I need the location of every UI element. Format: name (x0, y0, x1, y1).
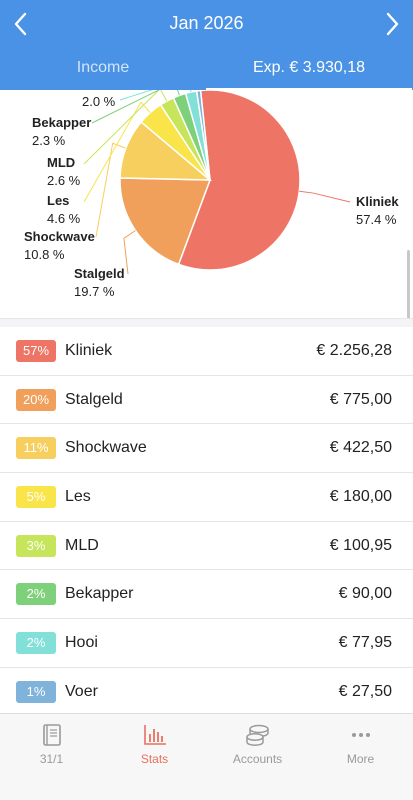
slice-percent-label: 2.6 % (47, 173, 81, 188)
tab-income-label: Income (76, 59, 130, 76)
tab-income[interactable]: Income (0, 48, 206, 90)
category-amount: € 775,00 (329, 390, 392, 408)
tab-accounts-label: Accounts (232, 752, 283, 766)
category-amount: € 27,50 (338, 682, 392, 700)
category-name: Hooi (65, 633, 98, 651)
slice-label: Bekapper (32, 115, 91, 130)
slice-label: Shockwave (24, 229, 95, 244)
slice-percent-label: 2.3 % (32, 133, 66, 148)
slice-percent-label: 2.0 % (82, 94, 116, 109)
slice-percent-label: 10.8 % (24, 247, 65, 262)
leader-line-1 (123, 230, 136, 275)
list-item-shockwave[interactable]: 11% Shockwave € 422,50 (0, 424, 413, 474)
slice-label: MLD (47, 155, 75, 170)
category-amount: € 2.256,28 (316, 341, 392, 359)
slice-label: Stalgeld (74, 266, 125, 281)
pie-slice-slice-7[interactable] (195, 90, 211, 181)
leader-line-0 (299, 190, 351, 203)
next-month-button[interactable] (379, 10, 405, 38)
more-dots-icon (351, 733, 370, 737)
tab-stats[interactable]: Stats (103, 720, 206, 775)
leader-line-5 (91, 90, 180, 124)
list-item-hooi[interactable]: 2% Hooi € 77,95 (0, 619, 413, 668)
category-amount: € 100,95 (329, 536, 392, 554)
tab-daily-label: 31/1 (39, 752, 64, 766)
category-name: MLD (65, 536, 99, 554)
tab-expenses[interactable]: Exp. € 3.930,18 (206, 48, 412, 90)
percent-badge: 2% (16, 583, 56, 606)
coins-icon (245, 724, 269, 746)
month-title[interactable]: Jan 2026 (169, 13, 244, 33)
category-amount: € 90,00 (338, 585, 392, 603)
leader-line-6 (119, 90, 192, 101)
bar-chart-icon (143, 725, 166, 745)
slice-percent-label: 19.7 % (74, 284, 115, 299)
list-item-stalgeld[interactable]: 20% Stalgeld € 775,00 (0, 376, 413, 425)
slice-label: Kliniek (356, 194, 399, 209)
pie-slice-kliniek[interactable] (177, 90, 301, 271)
month-navigator: Jan 2026 (0, 0, 413, 48)
list-item-voer[interactable]: 1% Voer € 27,50 (0, 668, 413, 713)
category-amount: € 180,00 (329, 487, 392, 505)
category-name: Kliniek (65, 341, 113, 359)
previous-month-button[interactable] (8, 10, 34, 38)
list-item-les[interactable]: 5% Les € 180,00 (0, 473, 413, 522)
leader-line-2 (95, 142, 126, 238)
tab-accounts[interactable]: Accounts (206, 720, 309, 775)
category-name: Shockwave (65, 439, 147, 457)
scrollbar[interactable] (407, 250, 410, 318)
percent-badge: 2% (16, 631, 56, 654)
list-item-kliniek[interactable]: 57% Kliniek € 2.256,28 (0, 327, 413, 376)
list-item-bekapper[interactable]: 2% Bekapper € 90,00 (0, 570, 413, 620)
leader-line-4 (83, 90, 168, 165)
percent-badge: 11% (16, 437, 56, 460)
chevron-left-icon (14, 12, 27, 36)
category-name: Les (65, 487, 91, 505)
pie-chart[interactable]: Kliniek 57.4 % Stalgeld 19.7 % Shockwave 10.8… (0, 90, 413, 318)
book-icon (42, 724, 61, 746)
pie-slice-stalgeld[interactable] (119, 177, 212, 266)
bottom-tab-bar: 31/1 Stats Accounts More (0, 713, 413, 800)
percent-badge: 1% (16, 680, 56, 703)
percent-badge: 20% (16, 388, 56, 411)
pie-chart-area: Kliniek 57.4 % Stalgeld 19.7 % Shockwave 10.8… (0, 90, 413, 318)
percent-badge: 57% (16, 339, 56, 362)
income-expense-tabs: Income Exp. € 3.930,18 (0, 48, 413, 90)
tab-more[interactable]: More (309, 720, 412, 775)
category-name: Voer (65, 682, 98, 700)
category-amount: € 77,95 (338, 633, 392, 651)
tab-stats-label: Stats (140, 752, 169, 766)
percent-badge: 3% (16, 534, 56, 557)
slice-percent-label: 4.6 % (47, 211, 81, 226)
category-amount: € 422,50 (329, 439, 392, 457)
top-header: Jan 2026 Income Exp. € 3.930,18 (0, 0, 413, 90)
list-item-mld[interactable]: 3% MLD € 100,95 (0, 522, 413, 571)
percent-badge: 5% (16, 485, 56, 508)
tab-daily[interactable]: 31/1 (0, 720, 103, 775)
leader-line-3 (83, 101, 151, 203)
tab-more-label: More (346, 752, 375, 766)
category-list: 57% Kliniek € 2.256,28 20% Stalgeld € 77… (0, 327, 413, 713)
active-tab-indicator (206, 88, 412, 90)
tab-expenses-label: Exp. € 3.930,18 (252, 59, 366, 76)
category-name: Bekapper (65, 585, 134, 603)
chevron-right-icon (386, 12, 399, 36)
category-name: Stalgeld (65, 390, 123, 408)
slice-percent-label: 57.4 % (356, 212, 397, 227)
section-divider (0, 318, 413, 327)
slice-label: Les (47, 193, 69, 208)
